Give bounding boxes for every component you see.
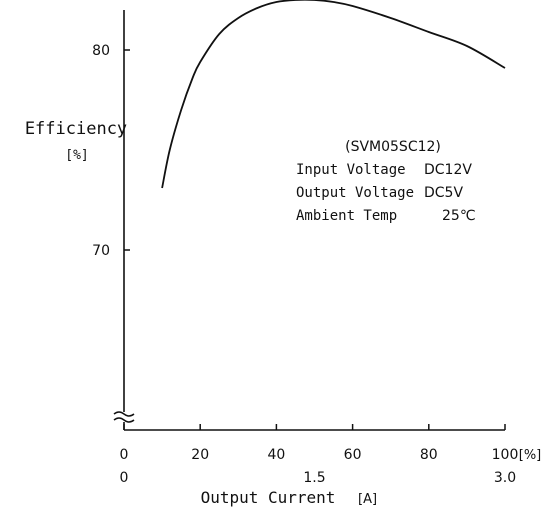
x-tick-label: 40 xyxy=(267,447,285,463)
annotation-label-1: Input Voltage xyxy=(296,162,406,178)
y-tick-label: 70 xyxy=(92,243,110,259)
efficiency-curve xyxy=(161,0,506,189)
annotation-label-3: Ambient Temp xyxy=(296,208,397,224)
y-axis-unit: [%] xyxy=(65,148,88,163)
x-unit-label: [%] xyxy=(519,448,542,463)
annotation-block: (SVM05SC12) Input Voltage DC12V Output V… xyxy=(296,139,476,224)
current-tick-label: 3.0 xyxy=(494,470,516,486)
x-tick-label: 80 xyxy=(420,447,438,463)
x-tick-label: 0 xyxy=(120,447,129,463)
current-tick-label: 0 xyxy=(120,470,129,486)
x-tick-label: 100 xyxy=(492,447,519,463)
x-axis-label: Output Current xyxy=(201,488,336,507)
y-axis-label: Efficiency xyxy=(25,119,127,139)
x-tick-label: 60 xyxy=(344,447,362,463)
y-tick-label: 80 xyxy=(92,43,110,59)
current-tick-label: 1.5 xyxy=(303,470,325,486)
annotation-value-3: 25℃ xyxy=(442,208,476,224)
x-axis-unit: [A] xyxy=(358,492,377,507)
x-tick-label: 20 xyxy=(191,447,209,463)
annotation-value-1: DC12V xyxy=(424,162,472,178)
annotation-model: (SVM05SC12) xyxy=(345,139,441,155)
annotation-value-2: DC5V xyxy=(424,185,463,201)
y-axis-break-mark xyxy=(113,411,135,423)
annotation-label-2: Output Voltage xyxy=(296,185,414,201)
